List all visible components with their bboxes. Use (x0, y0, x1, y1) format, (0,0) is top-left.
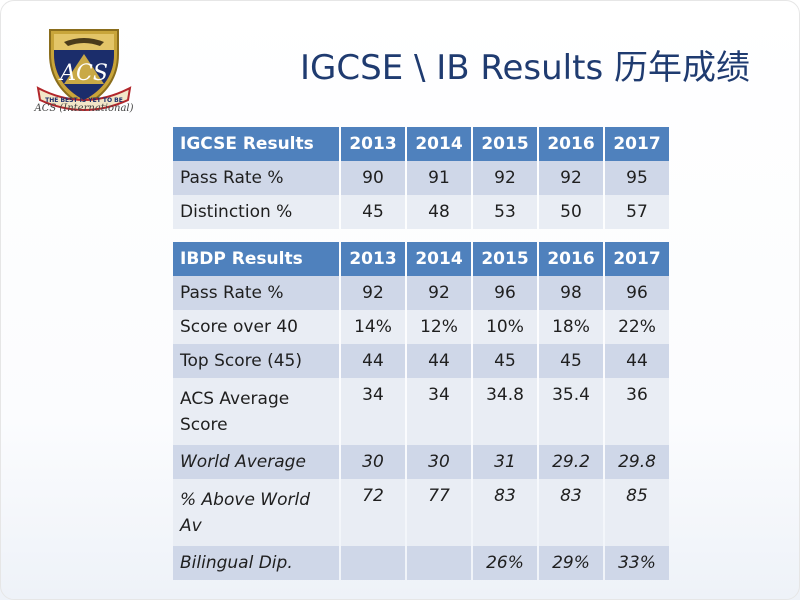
table-cell: 45 (539, 344, 603, 378)
logo-caption: ACS (International) (34, 103, 134, 114)
table-cell: 14% (341, 310, 405, 344)
table-cell: 72 (341, 479, 405, 546)
table-cell: 44 (605, 344, 669, 378)
row-label: % Above World Av (173, 479, 339, 546)
table-cell: 91 (407, 161, 471, 195)
table-cell: 92 (473, 161, 537, 195)
year-header: 2013 (341, 242, 405, 276)
table-cell: 29% (539, 546, 603, 580)
table-cell: 26% (473, 546, 537, 580)
header-label: IBDP Results (173, 242, 339, 276)
table-cell: 90 (341, 161, 405, 195)
table-cell: 92 (539, 161, 603, 195)
table-row: Bilingual Dip. 26% 29% 33% (173, 546, 669, 580)
slide-title: IGCSE \ IB Results 历年成绩 (300, 48, 750, 88)
table-cell: 29.8 (605, 445, 669, 479)
table-cell: 22% (605, 310, 669, 344)
table-cell: 36 (605, 378, 669, 445)
header-label: IGCSE Results (173, 127, 339, 161)
table-cell: 50 (539, 195, 603, 229)
table-cell: 34 (341, 378, 405, 445)
year-header: 2014 (407, 127, 471, 161)
table-cell: 44 (407, 344, 471, 378)
table-cell: 35.4 (539, 378, 603, 445)
table-cell: 48 (407, 195, 471, 229)
row-label: Distinction % (173, 195, 339, 229)
row-label: Score over 40 (173, 310, 339, 344)
table-cell: 45 (473, 344, 537, 378)
row-label: Bilingual Dip. (173, 546, 339, 580)
table-row: Pass Rate % 92 92 96 98 96 (173, 276, 669, 310)
table-cell: 12% (407, 310, 471, 344)
table-cell: 29.2 (539, 445, 603, 479)
table-cell: 34.8 (473, 378, 537, 445)
year-header: 2014 (407, 242, 471, 276)
table-cell: 96 (605, 276, 669, 310)
table-cell: 18% (539, 310, 603, 344)
table-cell: 92 (407, 276, 471, 310)
table-cell (407, 546, 471, 580)
row-label: Pass Rate % (173, 161, 339, 195)
igcse-results-table: IGCSE Results 2013 2014 2015 2016 2017 P… (171, 127, 671, 229)
table-cell (341, 546, 405, 580)
table-row: Top Score (45) 44 44 45 45 44 (173, 344, 669, 378)
year-header: 2015 (473, 127, 537, 161)
table-cell: 95 (605, 161, 669, 195)
table-cell: 30 (341, 445, 405, 479)
table-row: Distinction % 45 48 53 50 57 (173, 195, 669, 229)
school-crest-logo: ACS THE BEST IS YET TO BE (28, 14, 140, 126)
table-cell: 45 (341, 195, 405, 229)
svg-text:ACS: ACS (58, 61, 108, 86)
table-cell: 30 (407, 445, 471, 479)
table-cell: 96 (473, 276, 537, 310)
table-row: % Above World Av 72 77 83 83 85 (173, 479, 669, 546)
year-header: 2013 (341, 127, 405, 161)
table-cell: 98 (539, 276, 603, 310)
table-cell: 44 (341, 344, 405, 378)
table-cell: 53 (473, 195, 537, 229)
year-header: 2016 (539, 242, 603, 276)
ibdp-results-table: IBDP Results 2013 2014 2015 2016 2017 Pa… (171, 242, 671, 580)
table-cell: 85 (605, 479, 669, 546)
row-label: Pass Rate % (173, 276, 339, 310)
year-header: 2016 (539, 127, 603, 161)
table-cell: 31 (473, 445, 537, 479)
svg-text:THE BEST IS YET TO BE: THE BEST IS YET TO BE (45, 97, 123, 104)
year-header: 2017 (605, 127, 669, 161)
table-cell: 57 (605, 195, 669, 229)
year-header: 2017 (605, 242, 669, 276)
row-label: Top Score (45) (173, 344, 339, 378)
year-header: 2015 (473, 242, 537, 276)
table-header-row: IBDP Results 2013 2014 2015 2016 2017 (173, 242, 669, 276)
table-cell: 77 (407, 479, 471, 546)
table-cell: 83 (473, 479, 537, 546)
table-cell: 10% (473, 310, 537, 344)
row-label: World Average (173, 445, 339, 479)
table-cell: 34 (407, 378, 471, 445)
table-row: ACS Average Score 34 34 34.8 35.4 36 (173, 378, 669, 445)
table-cell: 33% (605, 546, 669, 580)
table-cell: 92 (341, 276, 405, 310)
table-cell: 83 (539, 479, 603, 546)
table-row: Score over 40 14% 12% 10% 18% 22% (173, 310, 669, 344)
table-row: Pass Rate % 90 91 92 92 95 (173, 161, 669, 195)
row-label: ACS Average Score (173, 378, 339, 445)
table-header-row: IGCSE Results 2013 2014 2015 2016 2017 (173, 127, 669, 161)
table-row: World Average 30 30 31 29.2 29.8 (173, 445, 669, 479)
